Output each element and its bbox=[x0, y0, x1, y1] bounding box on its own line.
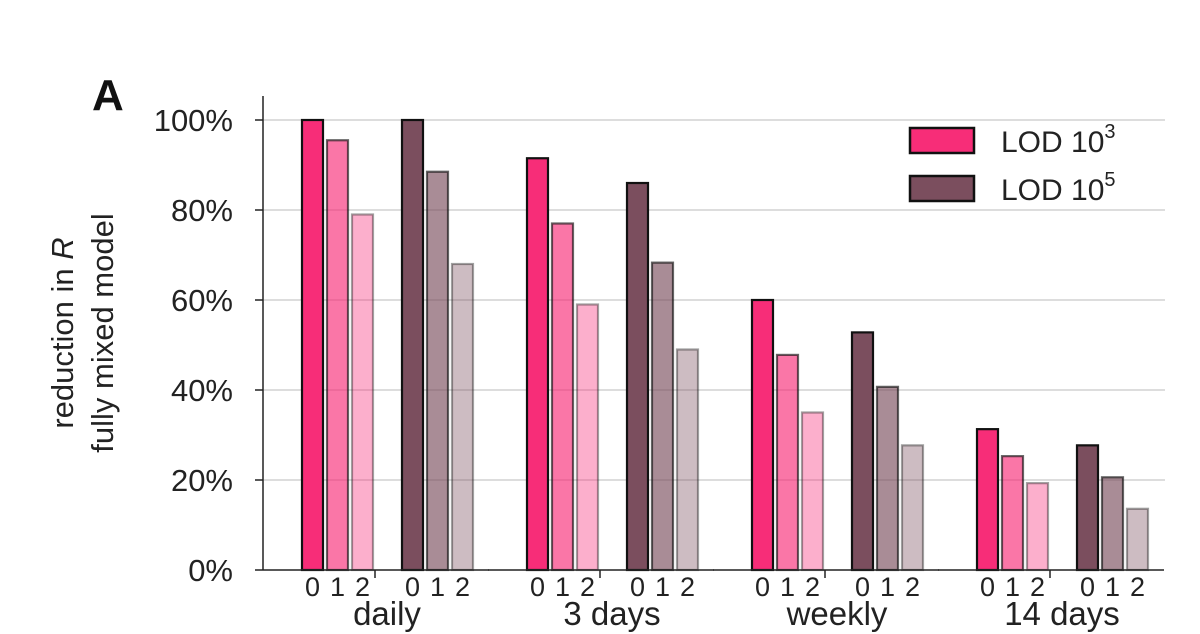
y-axis: 0% 20% 40% 60% 80% 100% bbox=[154, 96, 264, 588]
y-tick-label: 80% bbox=[171, 193, 233, 228]
level-tick-label: 1 bbox=[430, 572, 445, 602]
level-tick-label: 2 bbox=[1130, 572, 1145, 602]
level-tick-label: 2 bbox=[580, 572, 595, 602]
level-tick-label: 0 bbox=[530, 572, 545, 602]
bar bbox=[800, 411, 825, 572]
level-tick-label: 0 bbox=[405, 572, 420, 602]
bar bbox=[650, 261, 675, 572]
legend-swatch-lod-1e3 bbox=[908, 126, 976, 155]
level-tick-label: 0 bbox=[305, 572, 320, 602]
bar bbox=[675, 348, 700, 572]
legend-label-lod-1e5: LOD 105 bbox=[1001, 169, 1116, 207]
level-tick-label: 1 bbox=[330, 572, 345, 602]
panel-label: A bbox=[92, 71, 124, 120]
level-tick-label: 1 bbox=[1105, 572, 1120, 602]
bar bbox=[850, 331, 875, 572]
bar bbox=[900, 444, 925, 572]
level-tick-label: 0 bbox=[755, 572, 770, 602]
x-category-label: weekly bbox=[786, 595, 888, 632]
bar bbox=[425, 170, 450, 572]
y-axis-title-line2: fully mixed model bbox=[85, 213, 120, 452]
level-tick-label: 2 bbox=[355, 572, 370, 602]
bar bbox=[575, 303, 600, 572]
bar bbox=[325, 139, 350, 572]
bar bbox=[775, 353, 800, 572]
bar bbox=[525, 157, 550, 572]
y-tick-label: 100% bbox=[154, 103, 233, 138]
bar bbox=[975, 428, 1000, 572]
bar bbox=[350, 213, 375, 572]
bar bbox=[625, 181, 650, 572]
y-tick-label: 0% bbox=[188, 553, 233, 588]
y-tick-label: 20% bbox=[171, 463, 233, 498]
level-tick-label: 1 bbox=[1005, 572, 1020, 602]
level-tick-label: 0 bbox=[1080, 572, 1095, 602]
bar bbox=[1100, 476, 1125, 572]
bar bbox=[875, 385, 900, 572]
level-tick-label: 2 bbox=[805, 572, 820, 602]
level-tick-label: 1 bbox=[780, 572, 795, 602]
bar bbox=[1125, 507, 1150, 572]
legend-label-lod-1e3: LOD 103 bbox=[1001, 121, 1116, 159]
level-tick-label: 2 bbox=[905, 572, 920, 602]
x-category-label: 14 days bbox=[1004, 595, 1120, 632]
bar bbox=[450, 262, 475, 572]
bar bbox=[1075, 444, 1100, 572]
bar bbox=[300, 118, 325, 572]
x-category-label: daily bbox=[353, 595, 421, 632]
level-tick-label: 0 bbox=[630, 572, 645, 602]
level-tick-label: 2 bbox=[680, 572, 695, 602]
level-tick-label: 0 bbox=[855, 572, 870, 602]
level-tick-label: 2 bbox=[1030, 572, 1045, 602]
bar bbox=[1025, 482, 1050, 572]
level-tick-label: 2 bbox=[455, 572, 470, 602]
y-axis-title-line1: reduction in R bbox=[45, 237, 80, 428]
bar bbox=[400, 118, 425, 572]
y-tick-label: 40% bbox=[171, 373, 233, 408]
y-tick-label: 60% bbox=[171, 283, 233, 318]
bar bbox=[550, 222, 575, 572]
y-axis-title: reduction in R fully mixed model bbox=[45, 213, 120, 452]
level-tick-label: 0 bbox=[980, 572, 995, 602]
level-tick-label: 1 bbox=[555, 572, 570, 602]
legend-swatch-lod-1e5 bbox=[908, 174, 976, 203]
bar bbox=[1000, 455, 1025, 572]
legend: LOD 103 LOD 105 bbox=[908, 121, 1116, 207]
level-tick-label: 1 bbox=[880, 572, 895, 602]
x-category-label: 3 days bbox=[563, 595, 660, 632]
bar bbox=[750, 298, 775, 572]
level-tick-label: 1 bbox=[655, 572, 670, 602]
